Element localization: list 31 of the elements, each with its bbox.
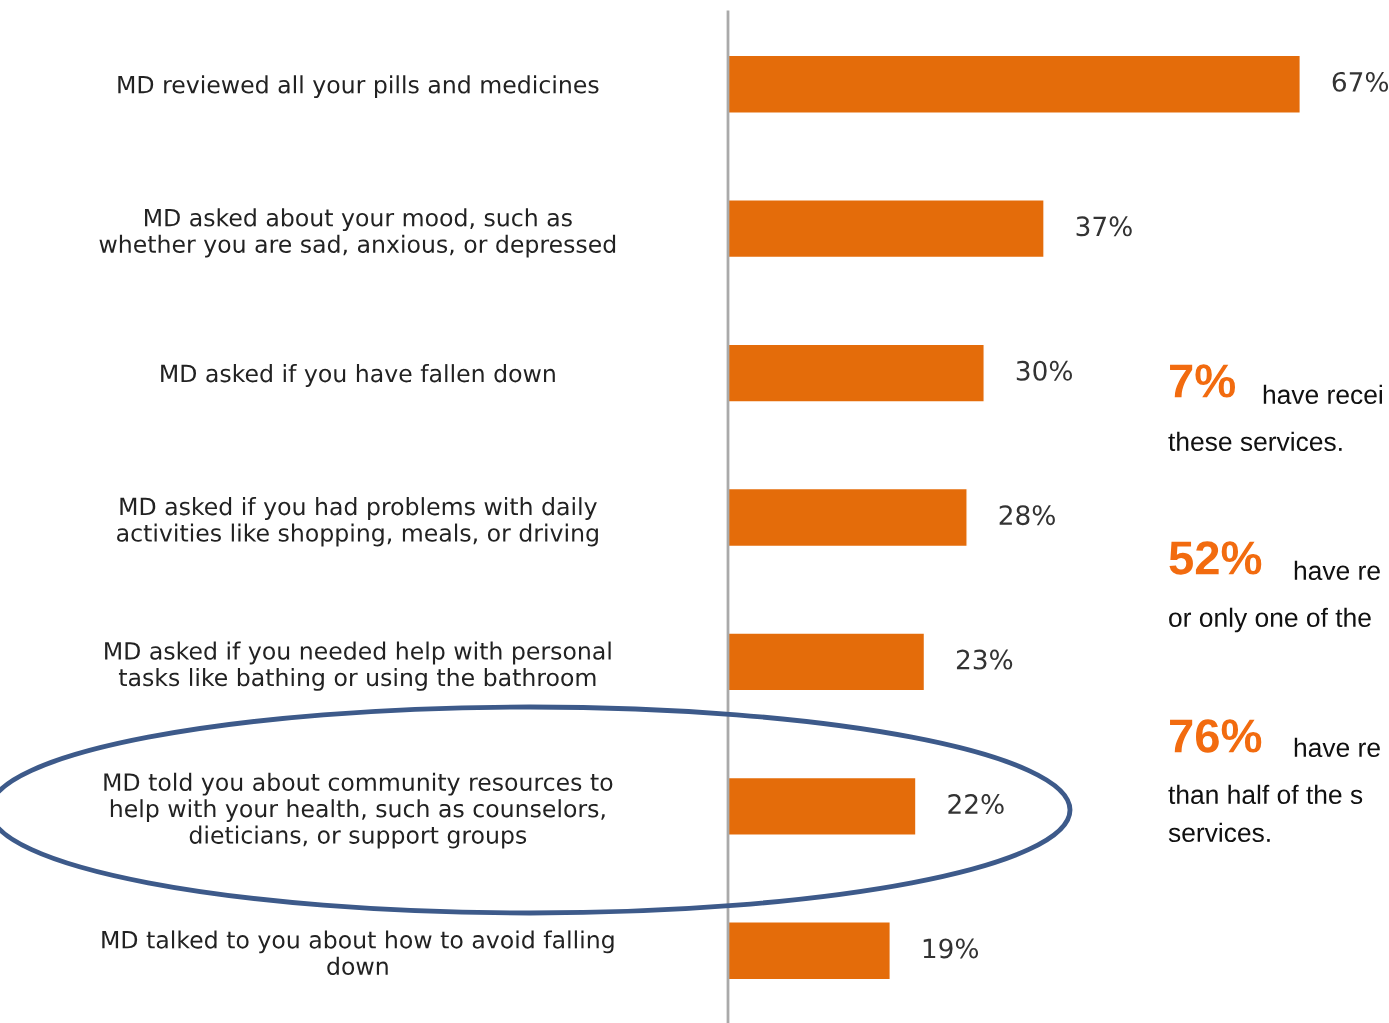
y-tick-label: MD told you about community resources to help with your health, such as counselors, dieticians, or support groups [104, 772, 613, 849]
annotation: than half of the s [1168, 784, 1363, 805]
data-label: 37% [1076, 216, 1132, 237]
annotation: have re [1294, 560, 1380, 581]
annotation: services. [1168, 822, 1270, 843]
annotation: have recei [1263, 384, 1382, 405]
data-label: 30% [1016, 360, 1072, 381]
bar [728, 54, 1301, 114]
annotation: have re [1294, 737, 1380, 758]
y-tick-label: MD asked if you had problems with daily activities like shopping, meals, or driving [117, 497, 598, 547]
data-label: 19% [923, 938, 979, 959]
bar [728, 632, 926, 692]
annotation: 52% [1169, 541, 1262, 575]
bar [728, 921, 891, 981]
annotation: these services. [1168, 431, 1342, 452]
bar [728, 199, 1045, 259]
y-tick-label: MD asked if you have fallen down [161, 364, 555, 387]
data-label: 28% [999, 505, 1055, 526]
data-label: 22% [948, 794, 1004, 815]
data-label: 23% [956, 649, 1013, 670]
y-tick-label: MD talked to you about how to avoid falling down [102, 930, 614, 976]
y-tick-label: MD asked if you needed help with personal tasks like bathing or using the bathroom [105, 641, 611, 691]
y-tick-label: MD reviewed all your pills and medicines [118, 75, 599, 99]
annotation: or only one of the [1169, 607, 1371, 633]
annotation: 7% [1170, 364, 1236, 398]
bar [728, 487, 968, 548]
y-tick-label: MD asked about your mood, such as whether you are sad, anxious, or depressed [99, 208, 616, 258]
annotation: 76% [1170, 719, 1262, 753]
bar [728, 776, 917, 836]
data-label: 67% [1332, 71, 1389, 92]
bar [728, 343, 985, 403]
